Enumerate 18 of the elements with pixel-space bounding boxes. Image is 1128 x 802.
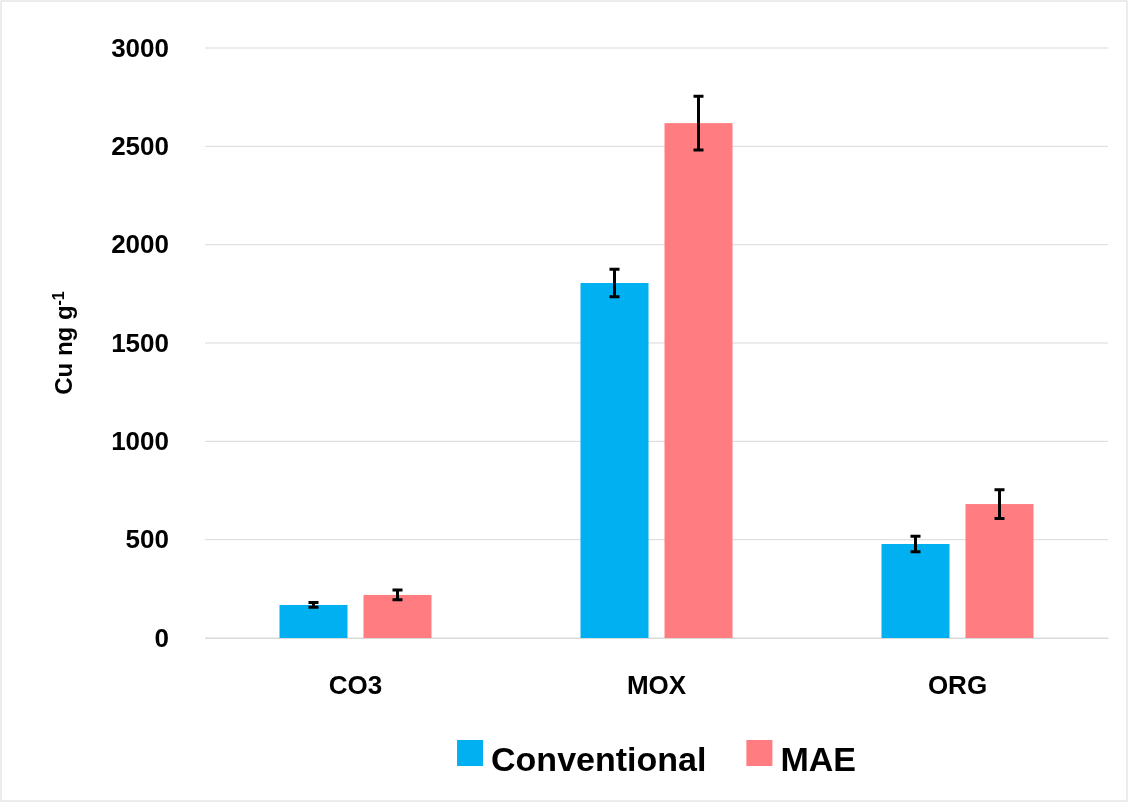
x-tick-label: MOX <box>626 670 687 701</box>
y-tick-label: 2000 <box>111 229 169 260</box>
bar <box>965 504 1034 638</box>
y-tick-label: 1000 <box>111 426 169 457</box>
x-tick-label: ORG <box>927 670 988 701</box>
y-tick-label: 500 <box>125 524 169 555</box>
y-tick-label: 3000 <box>111 32 169 63</box>
legend-label: MAE <box>780 739 856 778</box>
y-tick-label: 2500 <box>111 131 169 162</box>
y-tick-label: 0 <box>154 622 169 653</box>
y-tick-label: 1500 <box>111 327 169 358</box>
bar <box>363 594 432 638</box>
bar <box>664 123 733 638</box>
bar <box>881 543 950 638</box>
bar <box>279 604 348 638</box>
legend-label: Conventional <box>491 739 707 778</box>
bar <box>580 283 649 638</box>
x-tick-label: CO3 <box>328 670 383 701</box>
